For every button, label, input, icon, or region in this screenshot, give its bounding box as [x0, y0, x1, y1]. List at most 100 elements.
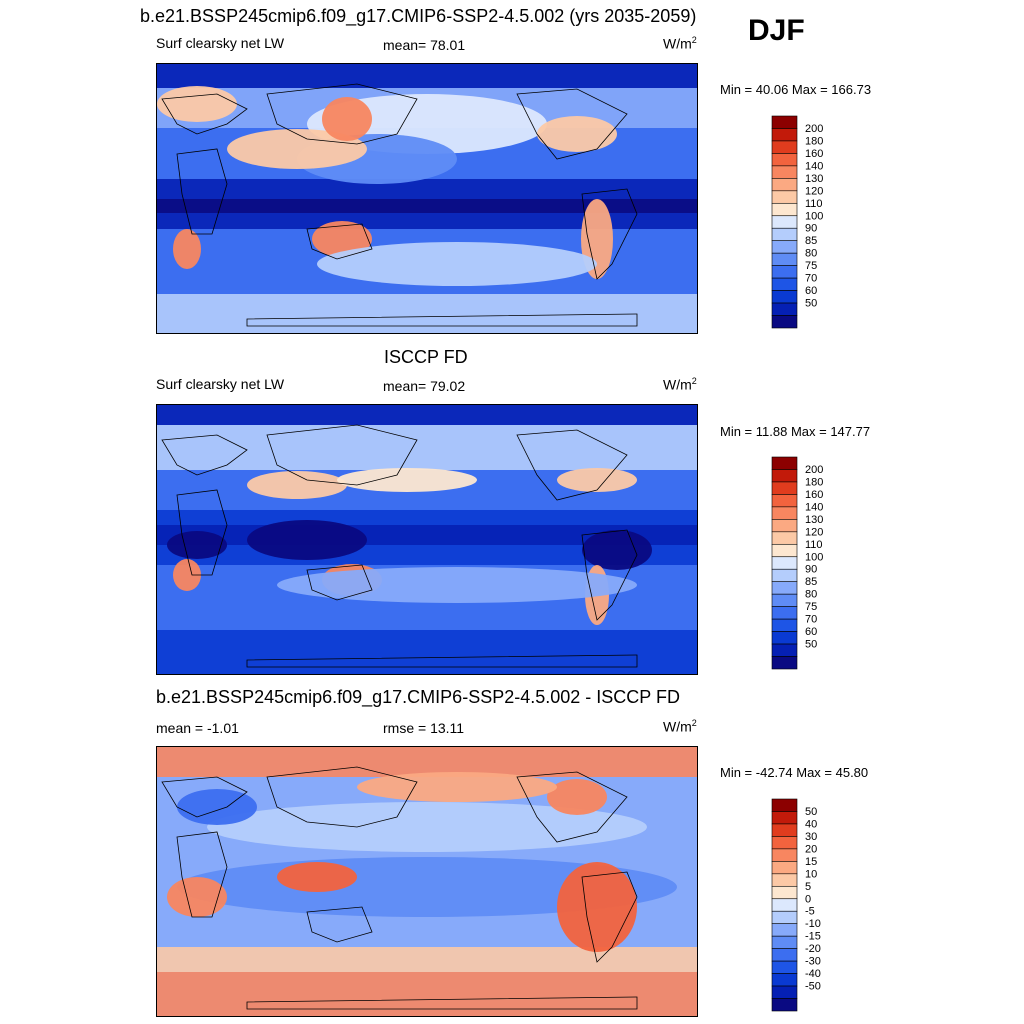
coastline	[246, 313, 638, 327]
panel-3-map	[156, 746, 698, 1017]
field-contour-region	[167, 877, 227, 917]
colorbar-tick-label: 60	[805, 285, 817, 297]
field-contour-region	[173, 229, 201, 269]
field-contour-region	[312, 221, 372, 257]
colorbar-box	[771, 581, 798, 595]
colorbar-box	[771, 543, 798, 558]
coastline	[246, 996, 638, 1010]
colorbar-tick-label: 110	[805, 539, 823, 551]
panel-2-field	[157, 405, 697, 674]
colorbar-tick-label: 160	[805, 148, 823, 160]
coastline	[306, 564, 373, 601]
panel-1-title: b.e21.BSSP245cmip6.f09_g17.CMIP6-SSP2-4.…	[140, 6, 697, 26]
field-contour-region	[157, 86, 237, 122]
colorbar-box	[771, 481, 798, 495]
colorbar-tick-label: 85	[805, 235, 817, 247]
colorbar-box	[771, 998, 798, 1012]
colorbar-tick-label: 130	[805, 173, 823, 185]
field-contour-region	[557, 862, 637, 952]
field-contour-region	[173, 559, 201, 591]
coastline	[306, 223, 373, 260]
field-contour-region	[157, 294, 697, 333]
panel-2-minmax: Min = 11.88 Max = 147.77	[720, 424, 871, 439]
colorbar-box	[771, 165, 798, 179]
colorbar-box	[771, 985, 798, 999]
colorbar-tick-label: -10	[805, 918, 821, 930]
colorbar-box	[771, 960, 798, 974]
colorbar-box	[771, 531, 798, 545]
field-contour-region	[157, 64, 697, 88]
colorbar-box	[771, 190, 798, 204]
colorbar-box	[771, 456, 798, 470]
coastline	[266, 424, 418, 486]
colorbar-tick-label: 140	[805, 501, 823, 513]
coastline	[581, 529, 638, 621]
colorbar-tick-label: 85	[805, 576, 817, 588]
colorbar-box	[771, 178, 798, 192]
colorbar-box	[771, 811, 798, 825]
panel-1-mean-label: mean= 78.01	[383, 37, 466, 53]
field-contour-region	[247, 520, 367, 560]
colorbar-box	[771, 277, 798, 291]
colorbar-box	[771, 848, 798, 862]
colorbar-tick-label: 80	[805, 589, 817, 601]
coastline	[581, 871, 638, 963]
colorbar-box	[771, 823, 798, 837]
colorbar-box	[771, 115, 798, 129]
colorbar-box	[771, 885, 798, 900]
colorbar-tick-label: 70	[805, 614, 817, 626]
field-contour-region	[277, 567, 637, 603]
field-contour-region	[337, 468, 477, 492]
colorbar-box	[771, 315, 798, 329]
colorbar-box	[771, 290, 798, 304]
field-contour-region	[157, 425, 697, 470]
colorbar-box	[771, 935, 798, 949]
colorbar-tick-label: 75	[805, 601, 817, 613]
field-contour-region	[177, 789, 257, 825]
colorbar-box	[771, 973, 798, 987]
field-contour-region	[247, 471, 347, 499]
colorbar-tick-label: 180	[805, 476, 823, 488]
colorbar-box	[771, 240, 798, 254]
colorbar-box	[771, 618, 798, 632]
colorbar-box	[771, 836, 798, 850]
colorbar-box	[771, 593, 798, 607]
colorbar-box	[771, 861, 798, 875]
field-contour-region	[157, 199, 697, 213]
field-contour-region	[167, 531, 227, 559]
colorbar-tick-label: 50	[805, 639, 817, 651]
colorbar-box	[771, 215, 798, 229]
colorbar-tick-label: 50	[805, 806, 817, 818]
coastline	[581, 188, 638, 280]
colorbar-box	[771, 153, 798, 167]
field-contour-region	[317, 242, 597, 286]
panel-3-colorbar: 50 40 30 20 15 10 5 0 -5 -10 -15 -20 -30 -40 -50	[771, 798, 821, 1012]
colorbar-tick-label: -50	[805, 981, 821, 993]
colorbar-tick-label: 130	[805, 514, 823, 526]
field-contour-region	[157, 972, 697, 1016]
colorbar-box	[771, 265, 798, 279]
colorbar-tick-label: 5	[805, 881, 811, 893]
colorbar-tick-label: 40	[805, 818, 817, 830]
colorbar-box	[771, 798, 798, 812]
colorbar-box	[771, 506, 798, 520]
colorbar-box	[771, 469, 798, 483]
colorbar-box	[771, 643, 798, 657]
coastline	[266, 766, 418, 828]
colorbar-tick-label: 60	[805, 626, 817, 638]
colorbar-box	[771, 948, 798, 962]
colorbar-tick-label: 70	[805, 273, 817, 285]
colorbar-tick-label: 180	[805, 135, 823, 147]
field-contour-region	[157, 747, 697, 777]
colorbar-tick-label: 50	[805, 298, 817, 310]
panel-3-minmax: Min = -42.74 Max = 45.80	[720, 765, 869, 780]
colorbar-tick-label: 90	[805, 564, 817, 576]
field-contour-region	[227, 129, 367, 169]
colorbar-box	[771, 140, 798, 154]
colorbar-tick-label: -20	[805, 943, 821, 955]
field-contour-region	[322, 97, 372, 141]
colorbar-box	[771, 302, 798, 316]
colorbar-box	[771, 606, 798, 620]
field-contour-region	[537, 116, 617, 152]
colorbar-tick-label: 20	[805, 843, 817, 855]
